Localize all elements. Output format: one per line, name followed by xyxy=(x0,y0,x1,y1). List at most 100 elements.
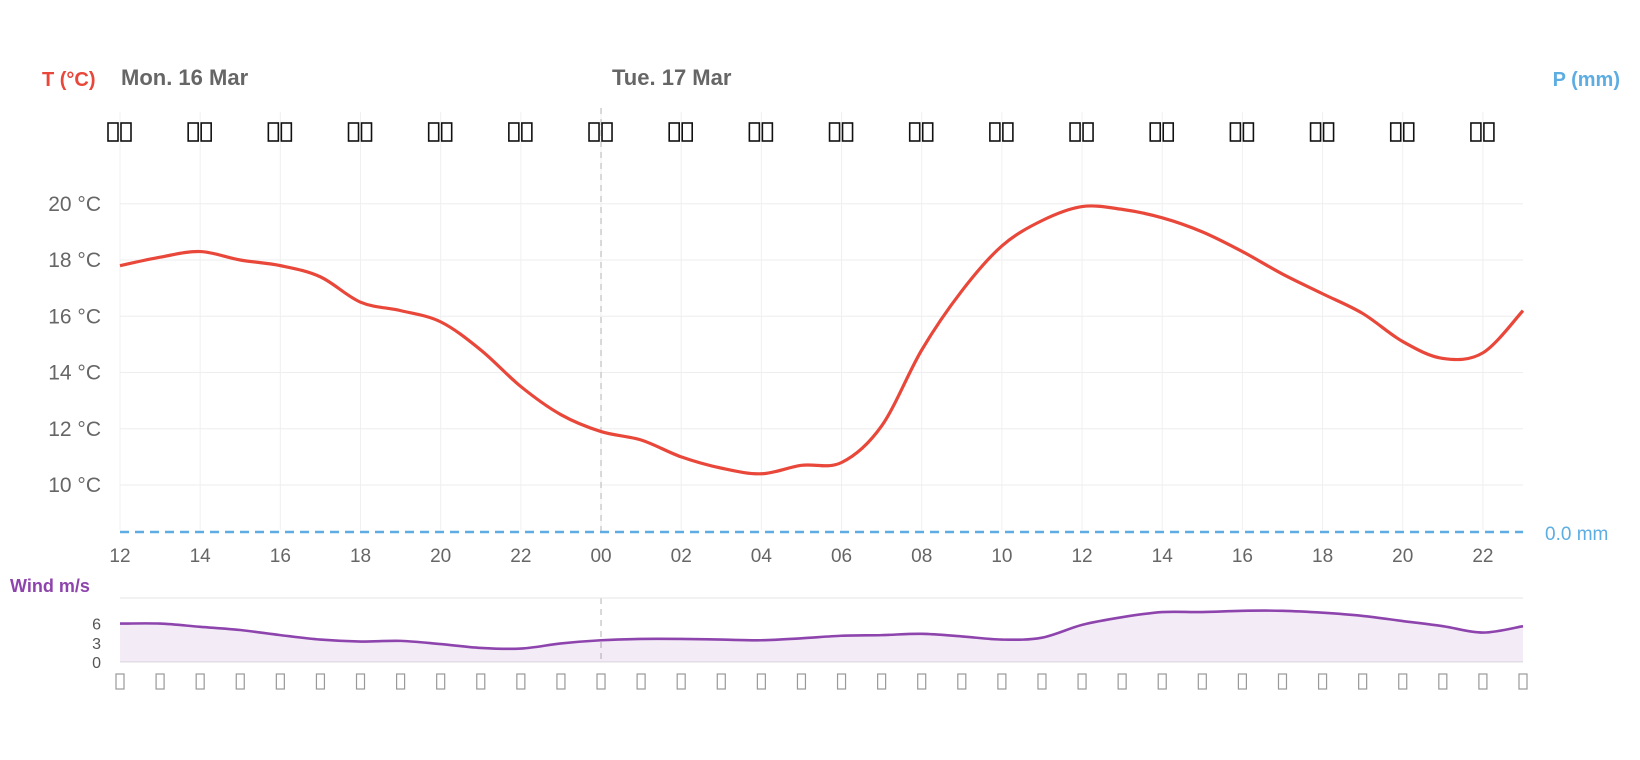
weather-icon xyxy=(427,122,453,142)
x-tick-label: 22 xyxy=(1472,546,1493,567)
x-tick-label: 18 xyxy=(1312,546,1333,567)
wind-direction-icon xyxy=(275,673,285,690)
wind-direction-icon xyxy=(636,673,646,690)
weather-icon xyxy=(1389,122,1415,142)
wind-direction-icon xyxy=(195,673,205,690)
wind-direction-icon xyxy=(1117,673,1127,690)
wind-direction-icon xyxy=(1237,673,1248,690)
weather-icon-part xyxy=(347,122,360,142)
wind-direction-icon xyxy=(1518,673,1528,690)
x-tick-label: 12 xyxy=(109,546,130,567)
weather-icon-part xyxy=(601,122,613,142)
wind-direction-icon xyxy=(836,673,847,690)
weather-icon xyxy=(1069,122,1094,142)
labels: T (°C) Mon. 16 Mar Tue. 17 Mar P (mm) 0.… xyxy=(10,65,1620,690)
grid xyxy=(119,108,1523,663)
y-tick-label: 10 °C xyxy=(48,474,101,497)
day-label-monday: Mon. 16 Mar xyxy=(121,65,249,90)
wind-line xyxy=(119,609,1524,651)
x-tick-label: 14 xyxy=(190,546,212,567)
wind-y-tick-label: 0 xyxy=(92,655,101,672)
wind-direction-icon xyxy=(315,673,326,690)
wind-direction-icon xyxy=(1438,673,1448,690)
weather-icon-part xyxy=(841,122,854,142)
wind-direction-icon xyxy=(997,673,1007,690)
wind-direction-icon xyxy=(917,673,927,690)
wind-direction-icon xyxy=(1317,673,1328,690)
weather-icon-part xyxy=(908,122,921,142)
wind-direction-icon xyxy=(1358,673,1368,690)
wind-axis-label: Wind m/s xyxy=(10,576,90,596)
x-tick-label: 02 xyxy=(671,546,692,567)
wind-direction-icon xyxy=(756,673,766,690)
wind-direction-icon xyxy=(676,673,686,690)
weather-icon xyxy=(508,122,533,142)
wind-direction-icon xyxy=(355,673,366,690)
weather-icon-part xyxy=(681,122,694,142)
x-tick-label: 06 xyxy=(831,546,852,567)
weather-icon xyxy=(1229,122,1255,142)
weather-icon xyxy=(588,122,613,142)
x-tick-label: 14 xyxy=(1152,546,1174,567)
wind-direction-icon xyxy=(716,673,726,690)
weather-icon xyxy=(347,122,373,142)
wind-direction-icon xyxy=(556,673,566,690)
weather-icon xyxy=(908,122,934,142)
x-tick-label: 16 xyxy=(270,546,291,567)
weather-icon-part xyxy=(588,122,600,142)
wind-direction-icon xyxy=(877,673,887,690)
x-tick-label: 00 xyxy=(590,546,611,567)
wind-y-tick-label: 6 xyxy=(92,617,101,634)
precipitation-axis-label: P (mm) xyxy=(1553,69,1620,91)
weather-icon-part xyxy=(360,122,373,142)
wind-direction-icon xyxy=(476,673,486,690)
weather-icon xyxy=(267,122,293,142)
wind-y-tick-label: 3 xyxy=(92,636,101,653)
x-tick-label: 22 xyxy=(510,546,531,567)
y-tick-label: 12 °C xyxy=(48,418,101,441)
weather-icon xyxy=(1149,122,1175,142)
wind-direction-icon xyxy=(1157,673,1167,690)
y-tick-label: 18 °C xyxy=(48,249,101,272)
x-tick-label: 18 xyxy=(350,546,371,567)
wind-direction-icon xyxy=(1277,673,1288,690)
x-tick-label: 20 xyxy=(430,546,451,567)
y-tick-label: 20 °C xyxy=(48,193,101,216)
temperature-axis-label: T (°C) xyxy=(42,69,96,91)
series xyxy=(119,204,1525,662)
wind-direction-icon xyxy=(596,673,606,690)
weather-icon-part xyxy=(107,122,119,142)
wind-direction-icon xyxy=(396,673,406,690)
weather-icon xyxy=(748,122,774,142)
wind-direction-icon xyxy=(235,673,245,690)
wind-direction-icon xyxy=(1037,673,1047,690)
wind-direction-icon xyxy=(436,673,446,690)
weather-icon xyxy=(668,122,694,142)
weather-icon-part xyxy=(989,122,1001,142)
weather-icon-part xyxy=(1069,122,1081,142)
wind-direction-icon xyxy=(1478,673,1488,690)
day-label-tuesday: Tue. 17 Mar xyxy=(612,65,732,90)
weather-icon-part xyxy=(1322,122,1335,142)
weather-icon-part xyxy=(1389,122,1402,142)
y-tick-label: 14 °C xyxy=(48,362,101,385)
wind-direction-icon xyxy=(155,673,165,690)
weather-icon xyxy=(989,122,1014,142)
weather-icon-part xyxy=(828,122,841,142)
weather-icon xyxy=(1470,122,1495,142)
weather-icon-part xyxy=(1149,122,1162,142)
weather-icon-part xyxy=(921,122,934,142)
weather-icon-part xyxy=(1483,122,1495,142)
weather-icon-part xyxy=(1242,122,1255,142)
wind-direction-icon xyxy=(796,673,807,690)
wind-direction-icon xyxy=(516,673,526,690)
weather-icon xyxy=(828,122,854,142)
weather-icon-part xyxy=(1309,122,1322,142)
wind-direction-icon xyxy=(115,673,125,690)
weather-icon-part xyxy=(761,122,774,142)
weather-icon-part xyxy=(521,122,533,142)
weather-icon-part xyxy=(427,122,440,142)
weather-icon-part xyxy=(1470,122,1482,142)
weather-icon-part xyxy=(1082,122,1094,142)
weather-icon-part xyxy=(187,122,199,142)
